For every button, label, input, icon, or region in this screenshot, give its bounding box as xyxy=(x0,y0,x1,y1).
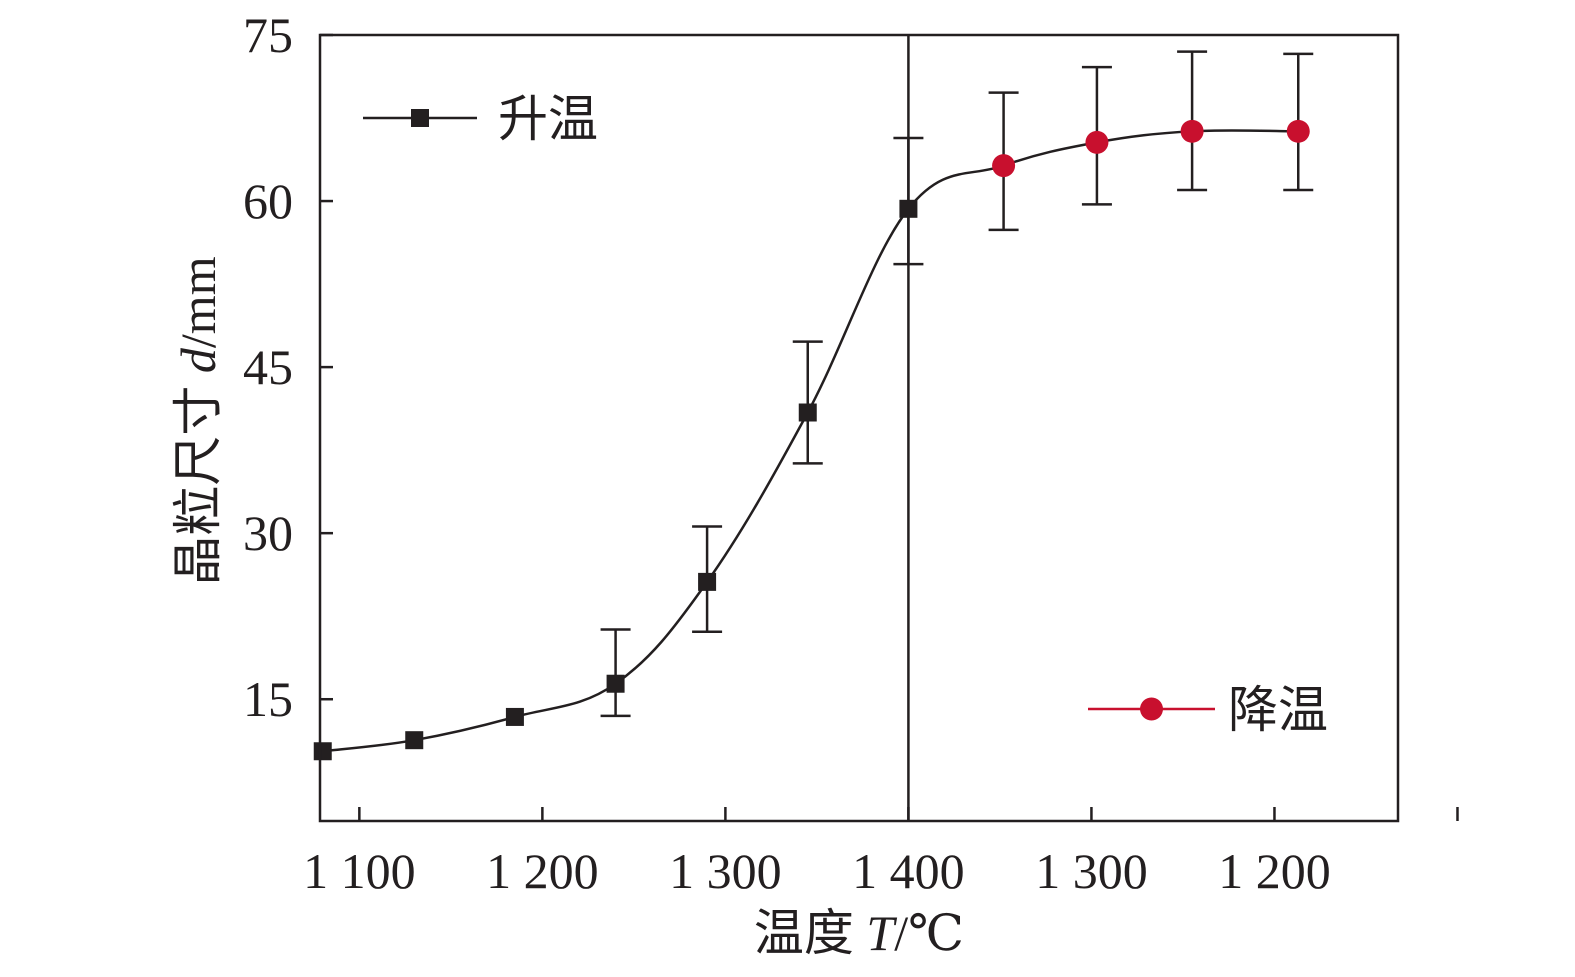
legend-item-cooling: 降温 xyxy=(1088,682,1328,738)
legend-item-heating: 升温 xyxy=(363,91,598,147)
legend-marker xyxy=(1140,697,1163,721)
y-axis-title: 晶粒尺寸 d/mm xyxy=(170,256,226,585)
x-tick-label: 1 300 xyxy=(1035,843,1148,899)
plot-area xyxy=(313,35,1314,821)
data-point-cooling xyxy=(1180,119,1204,143)
y-tick-label: 60 xyxy=(243,173,293,229)
legend-label: 降温 xyxy=(1228,682,1328,738)
series-line xyxy=(322,129,1299,753)
axes: 15 30 45 60 75 1 100 1 200 1 300 1 400 1 300 1 200… xyxy=(170,7,1459,961)
data-point-heating xyxy=(313,742,332,761)
x-tick-label: 1 200 xyxy=(486,843,599,899)
y-tick-label: 75 xyxy=(243,7,293,63)
data-point-cooling xyxy=(1286,119,1310,143)
legend-label: 升温 xyxy=(498,91,598,147)
y-tick-label: 45 xyxy=(243,339,293,395)
data-point-heating xyxy=(798,403,817,422)
x-tick-label: 1 400 xyxy=(852,843,965,899)
data-point-heating xyxy=(405,731,424,750)
data-point-heating xyxy=(606,674,625,693)
data-point-heating xyxy=(505,707,524,726)
plot-frame xyxy=(318,33,1400,823)
data-point-cooling xyxy=(992,154,1016,178)
data-point-cooling xyxy=(1085,130,1109,154)
x-tick-label: 1 100 xyxy=(303,843,416,899)
data-point-heating xyxy=(899,199,918,218)
legend-marker xyxy=(411,109,429,127)
x-tick-label: 1 300 xyxy=(669,843,782,899)
y-tick-label: 30 xyxy=(243,505,293,561)
x-axis-title: 温度 T/℃ xyxy=(754,905,964,961)
data-point-heating xyxy=(698,572,717,591)
x-tick-label: 1 200 xyxy=(1218,843,1331,899)
y-tick-label: 15 xyxy=(243,671,293,727)
